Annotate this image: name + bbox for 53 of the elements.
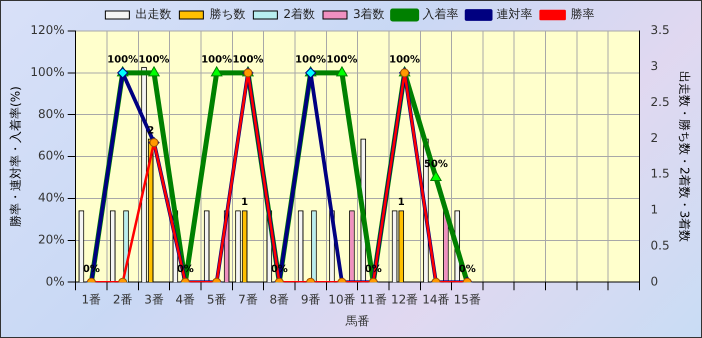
point: [210, 66, 222, 76]
y2-tick-label: 1.5: [650, 166, 670, 181]
y-tick-label: 60%: [38, 148, 65, 163]
x-axis-title: 馬番: [344, 314, 370, 328]
y2-axis-title: 出走数・勝ち数・2着数・3着数: [678, 70, 692, 242]
x-tick-label: 1番: [82, 292, 102, 307]
y2-tick-label: 3: [650, 59, 658, 74]
data-label: 1: [241, 197, 248, 208]
data-label: 100%: [201, 54, 232, 66]
data-label: 100%: [107, 54, 138, 66]
point: [430, 171, 442, 182]
x-tick-label: 7番: [238, 292, 258, 307]
data-label: 100%: [389, 54, 420, 66]
x-tick-label: 5番: [206, 292, 226, 307]
legend-label: 出走数: [135, 7, 172, 22]
x-tick-label: 9番: [300, 292, 320, 307]
x-tick-label: 12番: [390, 292, 418, 307]
data-label: 1: [398, 197, 405, 208]
data-label: 100%: [138, 54, 170, 66]
x-tick-label: 4番: [176, 292, 196, 307]
y-tick-label: 80%: [38, 106, 65, 121]
legend-label: 入着率: [422, 7, 459, 22]
point: [336, 66, 348, 76]
x-tick-label: 8番: [269, 292, 290, 307]
data-label: 0%: [176, 264, 194, 275]
y-tick-label: 0%: [46, 274, 65, 288]
point: [148, 66, 160, 76]
y-tick-label: 100%: [30, 64, 65, 79]
data-label: 100%: [295, 54, 326, 66]
legend-label: 2着数: [283, 7, 316, 22]
y-tick-label: 40%: [38, 190, 65, 205]
x-tick-label: 10番: [328, 292, 356, 307]
legend-label: 3着数: [353, 7, 385, 22]
x-tick-label: 2番: [112, 292, 133, 307]
y-axis-title: 勝率・連対率・入着率(%): [8, 86, 22, 227]
x-tick-label: 15番: [454, 292, 481, 307]
y2-tick-label: 1: [650, 202, 658, 217]
y2-tick-label: 0: [650, 274, 658, 288]
legend-label: 連対率: [496, 7, 533, 22]
x-tick-label: 14番: [422, 292, 450, 307]
y2-tick-label: 2: [650, 130, 658, 145]
y2-tick-label: 3.5: [650, 23, 670, 38]
y-tick-label: 20%: [38, 232, 65, 246]
y2-tick-label: 0.5: [650, 238, 670, 252]
data-label: 100%: [326, 54, 358, 66]
y2-tick-label: 2.5: [650, 94, 670, 109]
legend-label: 勝率: [570, 7, 595, 22]
data-label: 0%: [270, 264, 288, 275]
legend-label: 勝ち数: [209, 7, 246, 22]
x-tick-label: 3番: [144, 292, 164, 307]
y-tick-label: 120%: [30, 23, 65, 38]
x-tick-label: 11番: [360, 292, 387, 307]
data-label: 100%: [232, 54, 264, 66]
